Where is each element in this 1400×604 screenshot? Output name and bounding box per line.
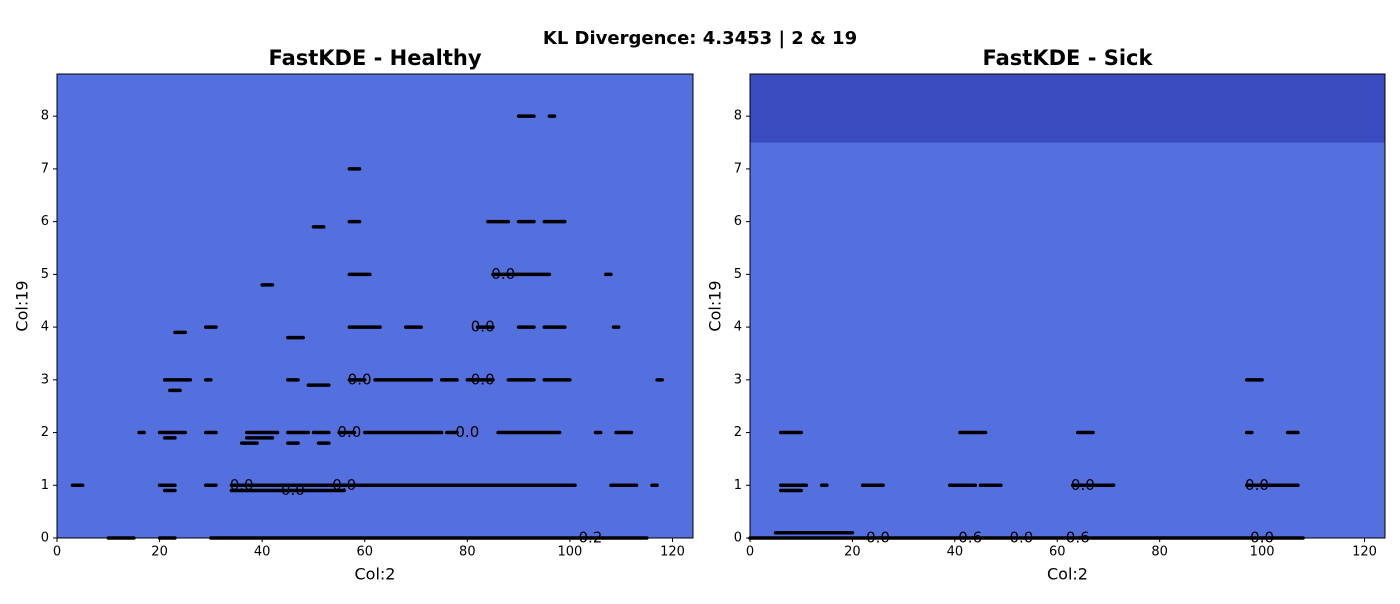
y-axis-label: Col:19 xyxy=(13,280,32,331)
x-tick-label: 60 xyxy=(356,545,373,560)
x-tick-label: 80 xyxy=(459,545,476,560)
y-tick-label: 0 xyxy=(41,531,49,546)
y-tick-label: 5 xyxy=(734,267,742,282)
x-tick-label: 40 xyxy=(947,545,964,560)
contour-label: 0.0 xyxy=(455,423,479,441)
x-tick-label: 120 xyxy=(1352,545,1377,560)
y-tick-label: 2 xyxy=(41,425,49,440)
y-tick-label: 7 xyxy=(41,161,49,176)
x-tick-label: 60 xyxy=(1049,545,1066,560)
x-tick-label: 20 xyxy=(844,545,861,560)
y-tick-label: 0 xyxy=(734,531,742,546)
x-axis-label: Col:2 xyxy=(1047,565,1088,584)
y-tick-label: 6 xyxy=(734,214,742,229)
x-axis-label: Col:2 xyxy=(355,565,396,584)
y-tick-label: 8 xyxy=(41,109,49,124)
suptitle: KL Divergence: 4.3453 | 2 & 19 xyxy=(543,28,857,49)
y-tick-label: 3 xyxy=(734,372,742,387)
y-axis-label: Col:19 xyxy=(706,280,725,331)
x-tick-label: 0 xyxy=(53,545,61,560)
contour-label: 0.0 xyxy=(337,423,361,441)
y-tick-label: 1 xyxy=(41,478,49,493)
y-tick-label: 4 xyxy=(41,320,49,335)
density-band xyxy=(750,74,1385,143)
contour-label: 0.0 xyxy=(281,481,305,499)
chart-title: FastKDE - Sick xyxy=(983,46,1154,70)
y-tick-label: 2 xyxy=(734,425,742,440)
contour-label: 0.0 xyxy=(491,265,515,283)
y-tick-label: 5 xyxy=(41,267,49,282)
x-tick-label: 40 xyxy=(254,545,271,560)
contour-label: 0.0 xyxy=(1245,476,1269,494)
contour-label: 0.0 xyxy=(230,476,254,494)
x-tick-label: 100 xyxy=(1250,545,1275,560)
plot-frame xyxy=(56,73,694,539)
contour-label: 0.0 xyxy=(348,370,372,388)
y-tick-label: 4 xyxy=(734,320,742,335)
contour-label: 0.0 xyxy=(471,318,495,336)
contour-label: 0.0 xyxy=(332,476,356,494)
plot-background xyxy=(57,74,693,538)
contour-label: 0.0 xyxy=(471,370,495,388)
plot-frame xyxy=(749,73,1386,539)
plot-background xyxy=(750,74,1385,538)
y-tick-label: 7 xyxy=(734,161,742,176)
x-tick-label: 80 xyxy=(1151,545,1168,560)
x-tick-label: 0 xyxy=(746,545,754,560)
contour-label: 0.0 xyxy=(1071,476,1095,494)
chart-title: FastKDE - Healthy xyxy=(268,46,481,70)
x-tick-label: 120 xyxy=(660,545,685,560)
y-tick-label: 8 xyxy=(734,109,742,124)
x-tick-label: 100 xyxy=(557,545,582,560)
x-tick-label: 20 xyxy=(151,545,168,560)
y-tick-label: 3 xyxy=(41,372,49,387)
y-tick-label: 1 xyxy=(734,478,742,493)
y-tick-label: 6 xyxy=(41,214,49,229)
